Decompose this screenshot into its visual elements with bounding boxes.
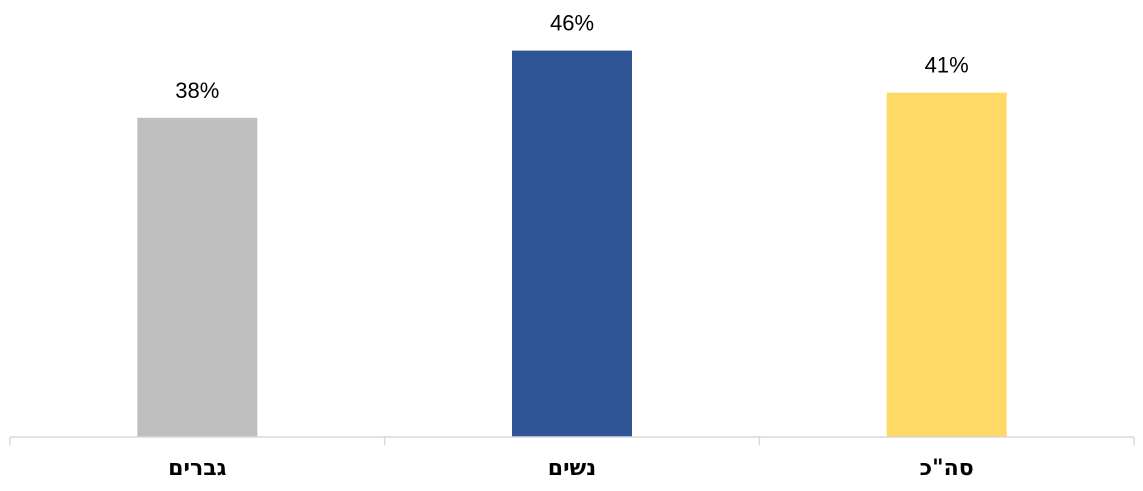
bar bbox=[886, 92, 1007, 437]
data-label: 38% bbox=[175, 78, 219, 103]
category-label: גברים bbox=[168, 456, 226, 481]
data-label: 46% bbox=[550, 11, 594, 36]
category-labels-group: גברים נשים סה"כ bbox=[168, 456, 973, 481]
bar bbox=[137, 117, 258, 438]
bars-group bbox=[137, 50, 1007, 438]
value-labels-group: 38% 46% 41% bbox=[175, 11, 968, 103]
bar bbox=[512, 50, 632, 437]
category-label: סה"כ bbox=[920, 456, 974, 481]
data-label: 41% bbox=[925, 53, 969, 78]
x-axis bbox=[9, 436, 1135, 445]
category-label: נשים bbox=[548, 456, 596, 481]
